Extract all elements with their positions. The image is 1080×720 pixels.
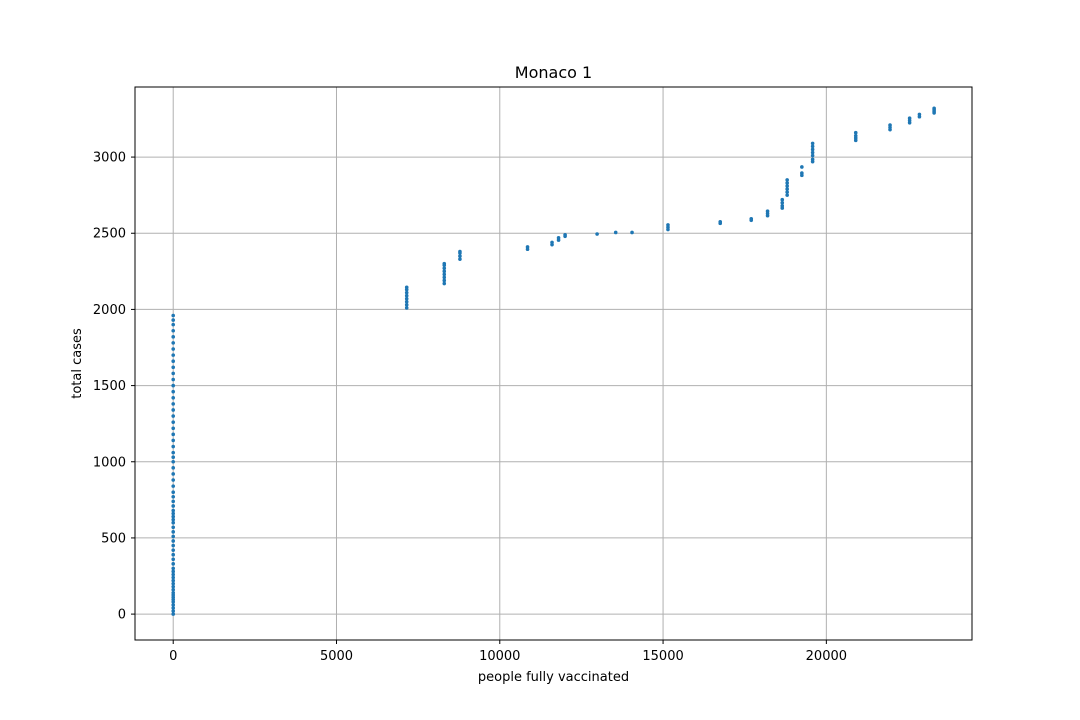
data-point — [171, 567, 175, 571]
data-point — [171, 562, 175, 566]
data-point — [932, 107, 936, 111]
y-tick-label: 1000 — [93, 455, 126, 470]
y-tick-label: 3000 — [93, 151, 126, 166]
data-point — [171, 495, 175, 499]
data-point — [171, 426, 175, 430]
data-point — [171, 484, 175, 488]
y-tick-label: 1500 — [93, 379, 126, 394]
data-point — [171, 335, 175, 339]
data-point — [800, 165, 804, 169]
y-tick-label: 2500 — [93, 227, 126, 242]
data-point — [171, 372, 175, 376]
data-point — [171, 390, 175, 394]
data-point — [171, 445, 175, 449]
data-point — [171, 460, 175, 464]
data-point — [171, 341, 175, 345]
data-point — [171, 539, 175, 543]
data-point — [630, 231, 634, 235]
data-point — [614, 231, 618, 235]
y-tick-label: 500 — [101, 531, 126, 546]
data-point — [785, 178, 789, 182]
data-point — [458, 250, 462, 254]
data-point — [171, 500, 175, 504]
data-point — [171, 353, 175, 357]
data-point — [171, 478, 175, 482]
data-point — [171, 557, 175, 561]
data-point — [171, 472, 175, 476]
data-point — [854, 131, 858, 135]
data-point — [171, 455, 175, 459]
data-point — [171, 396, 175, 400]
y-tick-label: 2000 — [93, 303, 126, 318]
data-point — [405, 286, 409, 290]
data-point — [766, 209, 770, 213]
data-point — [171, 408, 175, 412]
chart-title: Monaco 1 — [515, 63, 592, 82]
data-point — [171, 439, 175, 443]
data-point — [171, 347, 175, 351]
data-point — [171, 366, 175, 370]
data-point — [780, 198, 784, 202]
data-point — [718, 220, 722, 224]
data-point — [811, 158, 815, 162]
y-tick-label: 0 — [118, 608, 126, 623]
data-point — [918, 113, 922, 117]
data-point — [171, 466, 175, 470]
data-point — [171, 420, 175, 424]
data-point — [908, 116, 912, 120]
data-point — [557, 236, 561, 240]
data-point — [171, 323, 175, 327]
data-point — [171, 451, 175, 455]
x-tick-label: 5000 — [320, 649, 353, 664]
data-point — [171, 509, 175, 513]
data-point — [550, 241, 554, 245]
data-point — [563, 233, 567, 237]
data-point — [171, 402, 175, 406]
data-point — [171, 414, 175, 418]
data-point — [171, 378, 175, 382]
data-point — [171, 548, 175, 552]
x-tick-label: 20000 — [806, 649, 847, 664]
data-point — [171, 530, 175, 534]
data-point — [171, 525, 175, 529]
data-point — [171, 384, 175, 388]
data-point — [171, 490, 175, 494]
data-point — [171, 433, 175, 437]
data-point — [800, 171, 804, 175]
data-point — [526, 245, 530, 249]
data-point — [811, 142, 815, 146]
data-point — [171, 359, 175, 363]
data-point — [171, 553, 175, 557]
data-point — [888, 123, 892, 127]
data-point — [171, 544, 175, 548]
y-axis-label: total cases — [70, 328, 85, 399]
data-point — [595, 232, 599, 236]
data-point — [171, 504, 175, 508]
x-tick-label: 10000 — [479, 649, 520, 664]
data-point — [749, 217, 753, 221]
data-point — [666, 223, 670, 227]
data-point — [171, 535, 175, 539]
data-point — [171, 314, 175, 318]
x-tick-label: 15000 — [642, 649, 683, 664]
data-point — [442, 262, 446, 266]
x-tick-label: 0 — [169, 649, 177, 664]
data-point — [171, 329, 175, 333]
data-point — [171, 318, 175, 322]
x-axis-label: people fully vaccinated — [478, 670, 629, 685]
